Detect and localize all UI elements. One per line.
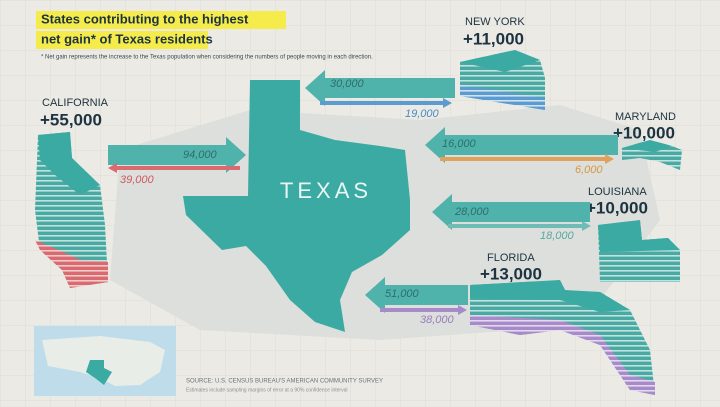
state-top xyxy=(598,220,680,252)
state-top xyxy=(470,280,630,312)
from-texas-arrow xyxy=(448,221,591,231)
to-texas-count: 51,000 xyxy=(385,288,420,300)
state-top xyxy=(460,50,540,72)
to-texas-arrow xyxy=(305,70,455,106)
from-texas-arrow xyxy=(108,163,240,173)
source-note: Estimates include sampling margins of er… xyxy=(186,387,347,393)
net-gain: +10,000 xyxy=(586,198,648,217)
title: net gain* of Texas residents xyxy=(41,31,213,46)
to-texas-count: 16,000 xyxy=(442,138,477,150)
state-shape xyxy=(470,315,655,395)
title: States contributing to the highest xyxy=(41,11,249,26)
state-name: CALIFORNIA xyxy=(42,97,109,109)
from-texas-arrow xyxy=(320,98,452,108)
to-texas-arrow xyxy=(432,194,590,230)
to-texas-arrow xyxy=(365,277,468,313)
from-texas-count: 19,000 xyxy=(405,108,440,120)
state-shape xyxy=(460,85,545,110)
title-highlight xyxy=(36,11,286,29)
state-shape xyxy=(35,240,108,288)
to-texas-count: 30,000 xyxy=(330,78,365,90)
from-texas-arrow xyxy=(440,154,614,164)
to-texas-arrow xyxy=(425,127,618,163)
from-texas-arrow xyxy=(380,305,467,315)
inset-texas xyxy=(86,360,112,385)
net-gain: +55,000 xyxy=(40,110,102,129)
net-gain: +10,000 xyxy=(613,123,675,142)
net-gain: +13,000 xyxy=(480,264,542,283)
state-top xyxy=(622,140,672,152)
net-gain: +11,000 xyxy=(463,29,524,48)
state-name: NEW YORK xyxy=(465,16,525,28)
note: * Net gain represents the increase to th… xyxy=(41,55,373,61)
state-name: MARYLAND xyxy=(615,111,676,123)
state-name: LOUISIANA xyxy=(588,186,647,198)
from-texas-count: 6,000 xyxy=(575,164,603,176)
from-texas-count: 18,000 xyxy=(540,230,575,242)
to-texas-count: 94,000 xyxy=(183,149,218,161)
to-texas-count: 28,000 xyxy=(454,206,490,218)
from-texas-count: 39,000 xyxy=(120,174,155,186)
to-texas-arrow xyxy=(108,137,246,173)
source: SOURCE: U.S. CENSUS BUREAU'S AMERICAN CO… xyxy=(186,379,383,385)
state-name: FLORIDA xyxy=(487,252,535,264)
from-texas-count: 38,000 xyxy=(420,314,455,326)
title-highlight xyxy=(36,31,208,49)
state-top xyxy=(38,132,100,195)
texas-label: TEXAS xyxy=(280,178,372,203)
texas-shape xyxy=(183,80,410,332)
